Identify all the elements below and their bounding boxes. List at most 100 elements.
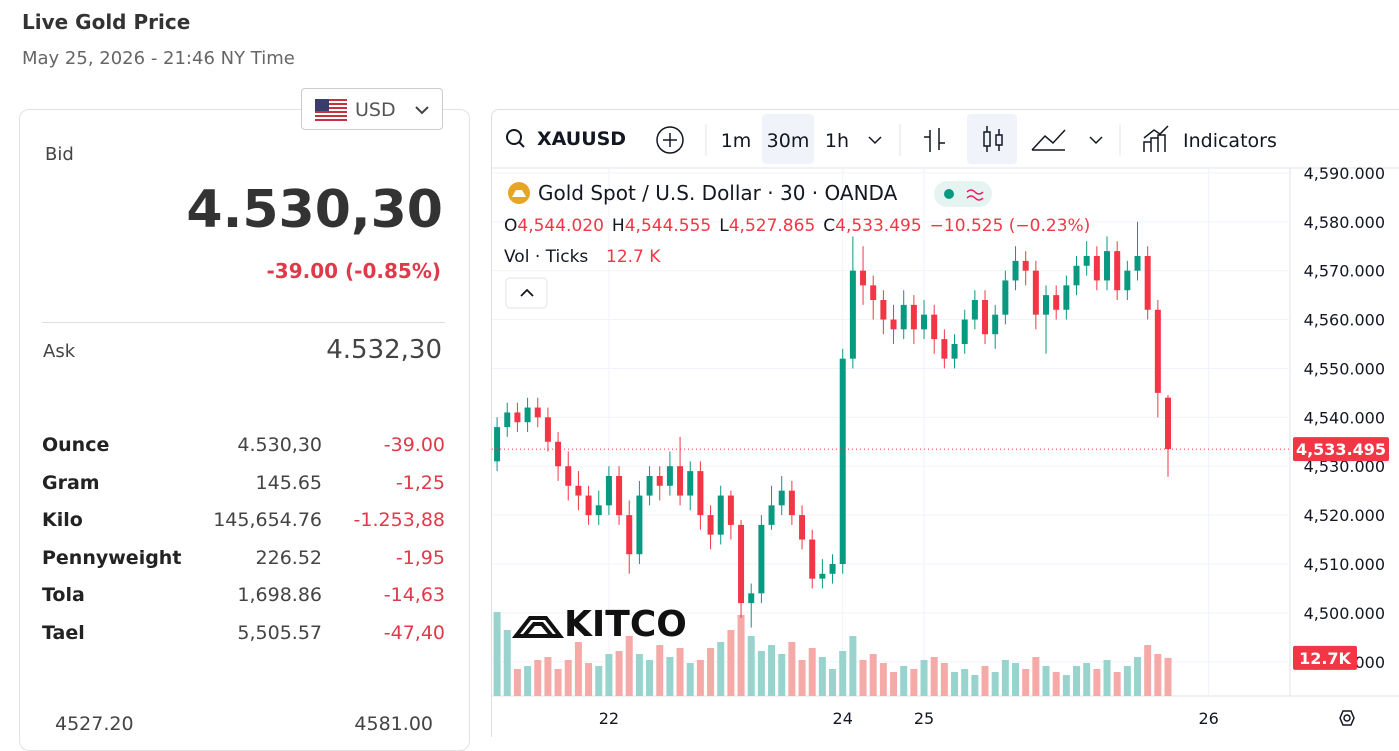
- indicators-icon[interactable]: [1143, 125, 1169, 152]
- candle-body: [494, 427, 501, 462]
- compare-button[interactable]: [656, 126, 684, 154]
- candle-body: [636, 495, 643, 555]
- candle-body: [1114, 251, 1121, 291]
- interval[interactable]: 1h: [825, 130, 849, 152]
- volume-bar: [1164, 657, 1172, 696]
- volume-bar: [727, 630, 735, 696]
- volume-bar: [890, 672, 898, 696]
- interval[interactable]: 1m: [721, 130, 752, 152]
- candle-style-icon[interactable]: [983, 126, 1003, 152]
- unit-change: -47,40: [383, 622, 445, 644]
- unit-name: Tola: [42, 584, 85, 606]
- candle-body: [758, 524, 765, 594]
- collapse-button[interactable]: [505, 277, 548, 309]
- volume-bar: [1144, 645, 1152, 696]
- candle-body: [707, 515, 714, 535]
- candle-body: [870, 285, 877, 300]
- candle-body: [992, 314, 999, 335]
- candle-body: [1073, 265, 1080, 286]
- bid-label: Bid: [45, 144, 74, 165]
- candle-body: [575, 485, 582, 496]
- candle-body: [1063, 285, 1070, 310]
- ohlc-change: −10.525 (−0.23%): [930, 216, 1091, 236]
- y-tick-label: 4,500.000: [1304, 604, 1385, 623]
- candle-body: [799, 515, 806, 540]
- candle-body: [565, 466, 572, 486]
- volume-bar: [646, 660, 654, 696]
- candle-body: [544, 417, 551, 442]
- chart-panel: XAUUSD 1m 30m 1h Indicators KITCO Gold S…: [491, 109, 1399, 737]
- unit-price: 4.530,30: [237, 434, 322, 456]
- volume-legend: Vol · Ticks: [504, 247, 588, 267]
- volume-bar: [717, 642, 725, 696]
- volume-bar: [1123, 666, 1131, 696]
- chevron: [415, 106, 429, 115]
- volume-bar: [554, 669, 562, 696]
- y-tick-label: 4,530.000: [1304, 457, 1385, 476]
- volume-bar: [524, 666, 532, 696]
- candle-body: [585, 495, 592, 516]
- area-style-icon[interactable]: [1031, 129, 1066, 151]
- x-tick-label: 26: [1198, 709, 1218, 728]
- candle-body: [921, 314, 928, 330]
- y-tick-label: 4,550.000: [1304, 359, 1385, 378]
- volume-bar: [757, 651, 765, 696]
- delay-icon: [966, 189, 984, 201]
- candle-body: [890, 319, 897, 330]
- volume-bar: [1113, 672, 1121, 696]
- ohlc-legend: O4,544.020 H4,544.555 L4,527.865 C4,533.495…: [504, 216, 1090, 236]
- candle-body: [656, 476, 663, 486]
- ohlc-key: H: [612, 216, 625, 236]
- bid-price: 4.530,30: [186, 180, 443, 240]
- volume-bar: [788, 642, 796, 696]
- volume-bar: [849, 636, 857, 696]
- volume-bar: [666, 657, 674, 696]
- settings-icon[interactable]: [1339, 710, 1355, 726]
- candle-body: [514, 412, 521, 423]
- candle-body: [931, 314, 938, 340]
- candle-body: [605, 476, 612, 506]
- candle-body: [697, 471, 704, 516]
- bar-style-icon[interactable]: [924, 128, 945, 152]
- candle-body: [687, 471, 694, 496]
- candle-body: [1104, 251, 1111, 281]
- candle-body: [534, 407, 541, 418]
- search[interactable]: XAUUSD: [506, 128, 626, 150]
- volume-bar: [1042, 666, 1050, 696]
- volume-bar: [991, 672, 999, 696]
- chevron[interactable]: [1089, 136, 1103, 145]
- volume-bar: [981, 666, 989, 696]
- candle-body: [961, 319, 968, 344]
- last-volume-badge: [1293, 645, 1357, 670]
- volume-bar: [961, 669, 969, 696]
- candle-body: [971, 300, 978, 320]
- x-tick-label: 22: [599, 709, 619, 728]
- status-pill[interactable]: [934, 181, 992, 207]
- volume-legend-value: 12.7 K: [606, 247, 661, 267]
- candle-body: [951, 344, 958, 359]
- candle-body: [1124, 270, 1131, 291]
- candle-body: [616, 476, 623, 516]
- symbol: XAUUSD: [537, 128, 626, 150]
- volume-bar: [595, 666, 603, 696]
- range-high: 4581.00: [354, 713, 433, 735]
- chevron[interactable]: [868, 136, 882, 145]
- volume-bar: [1012, 663, 1020, 696]
- candle-body: [982, 300, 989, 335]
- interval[interactable]: 30m: [767, 130, 810, 152]
- volume-bar: [503, 630, 511, 696]
- indicators-button[interactable]: Indicators: [1183, 130, 1277, 152]
- volume-bar: [534, 660, 542, 696]
- ohlc-value: 4,544.020: [517, 216, 604, 236]
- candle-body: [1012, 260, 1019, 281]
- candle-body: [748, 593, 755, 604]
- currency-select[interactable]: USD: [301, 88, 443, 130]
- unit-change: -39.00: [383, 434, 445, 456]
- volume-bar: [737, 615, 745, 696]
- selected-style-bg: [967, 114, 1017, 164]
- volume-bar: [839, 651, 847, 696]
- y-tick-label: 4,560.000: [1304, 311, 1385, 330]
- y-tick-label: 4,520.000: [1304, 506, 1385, 525]
- volume-bar: [696, 660, 704, 696]
